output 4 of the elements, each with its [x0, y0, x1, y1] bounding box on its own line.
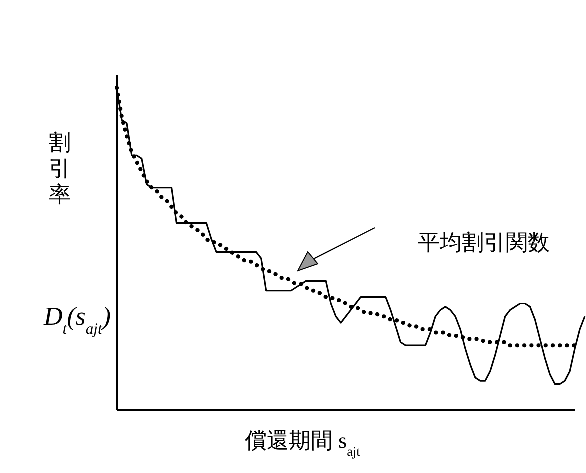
- annotation: 平均割引関数: [418, 230, 550, 255]
- y-axis-title: 割引率: [49, 130, 71, 207]
- x-axis-title: 償還期間 s$_{ajt}$: [245, 428, 361, 458]
- text: D$_{t}$(s$_{ajt}$): [42, 302, 111, 338]
